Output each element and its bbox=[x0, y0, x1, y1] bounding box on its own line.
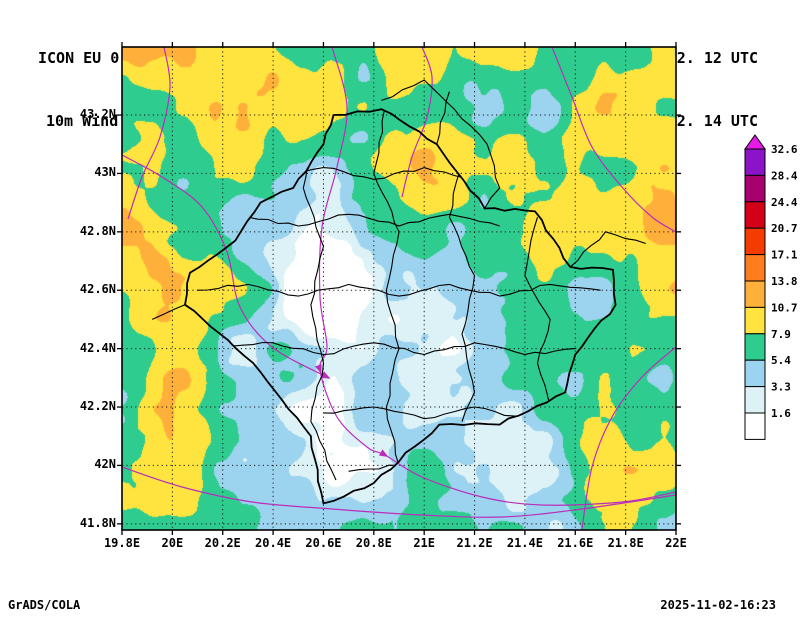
streamline bbox=[581, 346, 676, 530]
streamline bbox=[551, 47, 676, 233]
lat-tick-label: 41.8N bbox=[79, 515, 116, 530]
legend-color-segment bbox=[744, 148, 766, 176]
lat-tick-label: 42.8N bbox=[79, 223, 116, 238]
legend-color-segment bbox=[744, 254, 766, 282]
legend-color-segment bbox=[744, 280, 766, 308]
legend-color-segment bbox=[744, 306, 766, 335]
lon-tick-label: 21.8E bbox=[607, 536, 644, 550]
wind-streamlines bbox=[122, 47, 676, 530]
municipality-boundary bbox=[348, 464, 450, 472]
lon-tick-label: 21.6E bbox=[557, 536, 594, 550]
lat-tick-label: 43.2N bbox=[79, 107, 116, 122]
legend-value-label: 28.4 bbox=[771, 169, 798, 182]
legend-color-segment bbox=[744, 333, 766, 361]
municipality-boundary bbox=[524, 217, 551, 408]
legend-value-label: 20.7 bbox=[771, 222, 798, 235]
legend-color-segment bbox=[744, 201, 766, 229]
axis-ticks bbox=[117, 42, 681, 535]
streamline bbox=[122, 154, 328, 378]
lat-tick-label: 42.6N bbox=[79, 282, 116, 297]
legend-value-label: 7.9 bbox=[771, 328, 791, 341]
neighbor-boundary bbox=[151, 304, 186, 320]
neighbor-boundary bbox=[381, 79, 501, 209]
legend-arrow-top bbox=[744, 134, 766, 150]
lon-tick-label: 21.2E bbox=[456, 536, 493, 550]
legend-value-label: 17.1 bbox=[771, 249, 798, 262]
streamline bbox=[127, 47, 171, 220]
neighbor-boundary bbox=[436, 91, 450, 145]
municipality-boundary bbox=[302, 129, 337, 481]
lon-tick-label: 19.8E bbox=[103, 536, 141, 550]
legend-color-segment bbox=[744, 386, 766, 414]
legend-color-segment bbox=[744, 359, 766, 388]
lon-tick-label: 20E bbox=[161, 536, 184, 550]
lon-tick-label: 20.8E bbox=[355, 536, 392, 550]
streamline bbox=[318, 47, 676, 506]
municipality-boundary bbox=[222, 341, 576, 356]
lat-tick-label: 42.2N bbox=[79, 399, 116, 414]
neighbor-boundary bbox=[569, 231, 646, 268]
streamline bbox=[401, 47, 433, 198]
legend-color-segment bbox=[744, 227, 766, 256]
lon-tick-label: 21.4E bbox=[506, 536, 543, 550]
lon-tick-label: 20.4E bbox=[255, 536, 292, 550]
legend-value-label: 24.4 bbox=[771, 196, 798, 209]
lon-tick-label: 20.6E bbox=[305, 536, 342, 550]
legend-value-label: 5.4 bbox=[771, 354, 791, 367]
streamline-arrowhead bbox=[378, 449, 389, 458]
legend-color-segment bbox=[744, 412, 766, 440]
map-frame bbox=[121, 46, 677, 531]
municipality-boundary bbox=[247, 213, 500, 227]
color-legend: 32.6 28.4 24.4 20.7 17.1 13.8 10.7 7.9 5.4 3.3 1.6 bbox=[744, 134, 798, 440]
map-overlay bbox=[117, 42, 681, 535]
lon-tick-label: 21E bbox=[413, 536, 436, 550]
municipality-boundary bbox=[448, 158, 476, 422]
lon-tick-label: 22E bbox=[665, 536, 687, 550]
admin-boundaries bbox=[151, 79, 646, 505]
timestamp-text: 2025-11-02-16:23 bbox=[660, 598, 776, 612]
legend-value-label: 3.3 bbox=[771, 381, 791, 394]
credit-text: GrADS/COLA bbox=[8, 598, 81, 612]
lat-tick-label: 42N bbox=[94, 457, 116, 472]
legend-value-label: 1.6 bbox=[771, 407, 791, 420]
legend-value-label: 13.8 bbox=[771, 275, 798, 288]
legend-color-segment bbox=[744, 174, 766, 203]
lon-tick-label: 20.2E bbox=[204, 536, 241, 550]
municipality-boundary bbox=[323, 406, 526, 420]
municipality-boundary bbox=[373, 109, 400, 466]
streamline-arrowhead bbox=[320, 371, 331, 379]
lat-tick-label: 43N bbox=[94, 165, 116, 180]
streamline bbox=[122, 466, 676, 518]
legend-value-label: 10.7 bbox=[771, 301, 798, 314]
lat-tick-label: 42.4N bbox=[79, 340, 116, 355]
municipality-boundary bbox=[197, 283, 601, 297]
country-boundary bbox=[184, 108, 617, 505]
legend-value-label: 32.6 bbox=[771, 143, 798, 156]
streamline-arrowhead bbox=[315, 364, 322, 374]
